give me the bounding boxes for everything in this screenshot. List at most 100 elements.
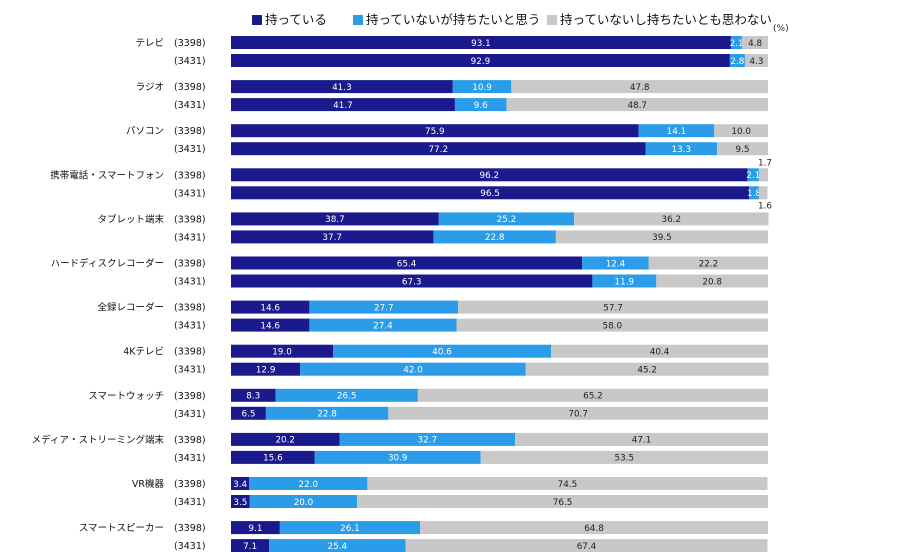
data-label-dont-want: 76.5: [553, 498, 573, 508]
category-label: スマートスピーカー: [79, 523, 164, 534]
legend-swatch-dont-want: [547, 14, 557, 25]
data-label-owned: 8.3: [246, 392, 260, 402]
category-label: メディア・ストリーミング端末: [32, 434, 165, 446]
data-label-want: 14.1: [667, 127, 687, 137]
data-label-dont-want: 1.6: [758, 201, 772, 211]
category-label: ハードディスクレコーダー: [51, 258, 164, 270]
data-label-owned: 15.6: [263, 454, 283, 464]
data-label-dont-want: 20.8: [702, 277, 722, 287]
sample-size-label: (3398): [174, 38, 206, 49]
bar-segment-dont-want: [388, 406, 768, 420]
legend-item-dont-want: 持っていないし持ちたいとも思わない: [547, 9, 772, 28]
category-label: VR機器: [132, 478, 165, 490]
bar-segment-want: [638, 124, 715, 138]
sample-size-label: (3431): [174, 365, 206, 376]
data-label-owned: 20.2: [275, 436, 295, 446]
bar-segment-owned: [231, 230, 434, 244]
data-label-dont-want: 47.8: [630, 83, 650, 93]
bar-segment-want: [309, 318, 457, 332]
data-label-dont-want: 4.8: [748, 39, 762, 49]
data-label-owned: 9.1: [248, 524, 262, 534]
data-label-want: 32.7: [417, 436, 437, 446]
data-label-want: 42.0: [403, 366, 423, 376]
data-label-dont-want: 36.2: [662, 215, 682, 225]
sample-size-label: (3431): [174, 277, 206, 288]
data-label-owned: 75.9: [425, 127, 445, 137]
sample-size-label: (3398): [174, 303, 206, 314]
data-label-dont-want: 10.0: [731, 127, 751, 137]
bar-segment-want: [275, 388, 418, 402]
data-label-owned: 92.9: [471, 57, 491, 67]
bar-segment-dont-want: [417, 388, 768, 402]
sample-size-label: (3431): [174, 100, 206, 111]
bar-segment-want: [333, 344, 552, 358]
sample-size-label: (3431): [174, 144, 206, 155]
category-label: 全録レコーダー: [97, 302, 164, 314]
sample-size-label: (3398): [174, 479, 206, 490]
bar-segment-owned: [231, 98, 455, 112]
legend-label-dont-want: 持っていないし持ちたいとも思わない: [560, 12, 772, 27]
data-label-owned: 12.9: [256, 366, 276, 376]
data-label-owned: 14.6: [260, 321, 280, 331]
sample-size-label: (3431): [174, 453, 206, 464]
data-label-owned: 37.7: [322, 233, 342, 243]
category-label: スマートウォッチ: [88, 391, 164, 402]
bar-segment-want: [300, 362, 526, 376]
bar-segment-owned: [231, 539, 270, 552]
sample-size-label: (3431): [174, 541, 206, 552]
sample-size-label: (3398): [174, 523, 206, 534]
sample-size-label: (3431): [174, 497, 206, 508]
sample-size-label: (3398): [174, 391, 206, 402]
data-label-dont-want: 45.2: [637, 366, 657, 376]
bar-segment-dont-want: [511, 80, 768, 94]
bar-segment-dont-want: [405, 539, 768, 552]
data-label-want: 2.1: [746, 171, 760, 181]
data-label-dont-want: 53.5: [615, 454, 635, 464]
data-label-want: 22.0: [299, 480, 319, 490]
data-label-dont-want: 58.0: [602, 321, 622, 331]
sample-size-label: (3398): [174, 170, 206, 181]
bar-segment-dont-want: [551, 344, 768, 358]
bar-segment-owned: [231, 80, 453, 94]
bar-segment-want: [452, 80, 512, 94]
bar-segment-want: [249, 477, 368, 490]
data-label-want: 9.6: [474, 101, 488, 111]
data-label-want: 30.9: [388, 454, 408, 464]
data-label-owned: 19.0: [272, 348, 292, 358]
category-label: タブレット端末: [97, 213, 164, 225]
legend-item-want: 持っていないが持ちたいと思う: [353, 9, 540, 28]
data-label-dont-want: 74.5: [558, 480, 578, 490]
sample-size-label: (3431): [174, 56, 206, 67]
data-label-dont-want: 67.4: [577, 542, 597, 552]
data-label-owned: 93.1: [471, 39, 491, 49]
bar-segment-owned: [231, 450, 315, 464]
bar-segment-dont-want: [758, 186, 768, 200]
bar-segment-dont-want: [656, 274, 768, 288]
data-label-want: 1.8: [747, 189, 761, 199]
bar-segment-dont-want: [744, 54, 768, 67]
bar-segment-want: [438, 212, 575, 226]
bar-segment-want: [645, 142, 717, 156]
legend-label-owned: 持っている: [265, 12, 327, 27]
category-label: パソコン: [126, 126, 164, 137]
bar-segment-owned: [231, 142, 646, 156]
data-label-dont-want: 4.3: [749, 57, 763, 67]
bar-segment-owned: [231, 318, 310, 332]
bar-segment-want: [314, 450, 481, 464]
bar-segment-owned: [231, 521, 280, 535]
data-label-owned: 41.7: [333, 101, 353, 111]
data-label-owned: 3.5: [233, 498, 247, 508]
category-label: テレビ: [135, 38, 164, 49]
sample-size-label: (3431): [174, 409, 206, 420]
legend-label-want: 持っていないが持ちたいと思う: [366, 12, 541, 27]
bar-segment-owned: [231, 124, 639, 138]
data-label-want: 20.0: [294, 498, 314, 508]
bar-segment-dont-want: [525, 362, 769, 376]
bar-segment-owned: [231, 495, 250, 508]
data-label-want: 22.8: [485, 233, 505, 243]
bar-segment-dont-want: [555, 230, 768, 244]
sample-size-label: (3398): [174, 347, 206, 358]
bar-segment-dont-want: [648, 256, 768, 270]
data-label-want: 26.1: [340, 524, 360, 534]
bar-segment-dont-want: [480, 450, 768, 464]
